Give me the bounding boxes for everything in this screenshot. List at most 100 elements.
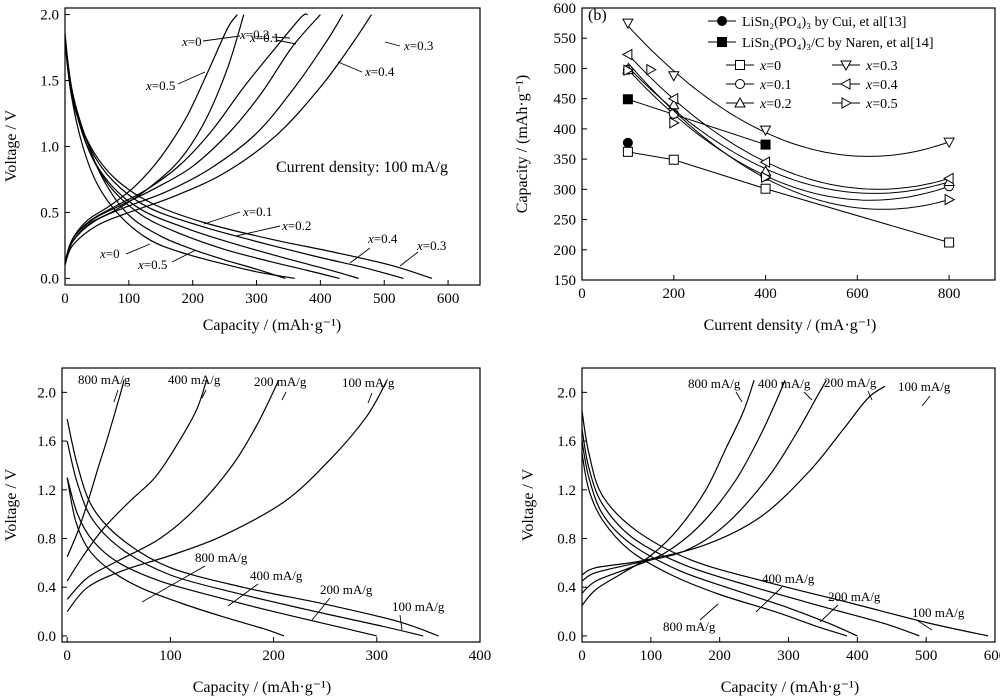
data-point-x-0-3	[943, 137, 955, 149]
rate-label: 100 mA/g	[898, 379, 951, 394]
panel-d-rate-voltage-profiles: 0 100 200 300 400 500 600 0.0 0.4 0.8 1.2 1.6 2.0 Cap…	[520, 367, 1000, 696]
y-tick-label: 0.5	[40, 205, 59, 221]
legend-marker	[841, 97, 853, 109]
y-tick-label: 0.8	[557, 531, 576, 547]
x-tick-label: 0	[578, 286, 586, 302]
legend-marker	[717, 37, 727, 47]
curve-discharge-800-mA-g	[66, 477, 285, 637]
panel-b-rate-capability: 0 200 400 600 800 150 200 250 300 350 400 450 500 550…	[514, 1, 996, 334]
y-axis-label: Capacity / (mAh·g⁻¹)	[514, 75, 531, 214]
y-axis-label: Voltage / V	[3, 109, 20, 182]
curve-discharge-400-mA-g	[66, 477, 377, 637]
leader-line	[803, 391, 813, 401]
curve-charge-400-mA-g	[581, 379, 786, 594]
curve-charge-100-mA-g	[66, 379, 388, 612]
curve-charge-400-mA-g	[66, 380, 208, 582]
y-tick-label: 1.0	[40, 140, 59, 156]
plot-frame	[581, 7, 996, 281]
data-point-x-0	[622, 146, 633, 157]
leader-line	[755, 586, 783, 613]
rate-label: 800 mA/g	[663, 619, 716, 634]
leader-line	[699, 603, 719, 621]
legend-label: x=0.4	[865, 78, 898, 93]
curve-charge-200-mA-g	[581, 379, 827, 582]
y-tick-label: 500	[554, 61, 577, 77]
series-label-charge: x=0.4	[364, 64, 395, 79]
data-point-x-0-4	[621, 48, 633, 61]
y-tick-label: 1.6	[557, 434, 576, 450]
leader-line	[367, 392, 373, 404]
leader-line	[349, 247, 371, 264]
fit-curve-x-0-2	[627, 66, 950, 194]
curve-discharge-x-0	[64, 34, 286, 279]
y-tick-label: 0.0	[40, 271, 59, 287]
leader-line	[337, 61, 363, 73]
data-point-x-0	[668, 154, 679, 165]
x-tick-label: 200	[181, 291, 204, 307]
legend-marker	[839, 78, 851, 90]
legend-label: x=0.5	[865, 97, 898, 112]
fit-line-LiSn-PO-C-by-Naren-et-al-14-	[627, 98, 766, 146]
x-tick-label: 100	[640, 648, 663, 664]
data-point-x-0-4	[667, 92, 679, 105]
legend-marker	[717, 16, 727, 26]
y-tick-label: 1.6	[37, 434, 56, 450]
rate-label: 800 mA/g	[78, 372, 131, 387]
rate-label: 400 mA/g	[758, 376, 811, 391]
y-tick-label: 450	[554, 92, 577, 108]
data-point-LiSn-PO-by-Cui-et-al-13-	[622, 137, 633, 148]
data-point-x-0	[944, 237, 955, 248]
curve-discharge-800-mA-g	[581, 453, 848, 637]
leader-line	[227, 583, 259, 607]
series-label-charge: x=0.1	[249, 30, 279, 45]
legend-label: LiSn₂(PO₄)₃/C by Naren, et al[14]	[742, 36, 934, 51]
leader-line	[202, 35, 241, 42]
x-tick-label: 400	[754, 286, 777, 302]
data-point-LiSn-PO-C-by-Naren-et-al-14-	[760, 139, 771, 150]
rate-label: 100 mA/g	[912, 605, 965, 620]
x-tick-label: 600	[846, 286, 869, 302]
data-point-x-0	[760, 183, 771, 194]
curve-discharge-400-mA-g	[581, 440, 858, 637]
curve-charge-800-mA-g	[66, 380, 125, 558]
x-tick-label: 0	[61, 291, 69, 307]
series-label-charge: x=0	[181, 34, 202, 49]
x-tick-label: 600	[984, 648, 1000, 664]
y-tick-label: 300	[554, 182, 577, 198]
leader-line	[235, 225, 281, 237]
y-tick-label: 0.0	[37, 629, 56, 645]
leader-line	[281, 391, 287, 401]
rate-label: 800 mA/g	[195, 550, 248, 565]
x-tick-label: 800	[938, 286, 961, 302]
curve-charge-x-0-5	[64, 14, 238, 263]
x-tick-label: 400	[309, 291, 332, 307]
curve-charge-100-mA-g	[581, 385, 886, 576]
legend-label: x=0.2	[759, 97, 792, 112]
series-label-charge: x=0.2	[239, 27, 269, 42]
y-tick-label: 550	[554, 31, 577, 47]
data-point-x-0-3	[622, 18, 634, 30]
data-point-x-0-5	[669, 116, 680, 129]
curve-discharge-200-mA-g	[581, 428, 920, 637]
y-tick-label: 0.4	[37, 580, 56, 596]
panel-c-rate-voltage-profiles: 0 100 200 300 400 0.0 0.4 0.8 1.2 1.6 2.0 Capacity …	[3, 367, 491, 696]
series-label-charge: x=0.5	[145, 78, 175, 93]
data-point-x-0-5	[944, 193, 956, 206]
leader-line	[201, 389, 207, 399]
leader-line	[819, 604, 839, 623]
data-point-x-0-3	[667, 71, 680, 82]
rate-label: 100 mA/g	[392, 599, 445, 614]
y-tick-label: 1.2	[557, 483, 576, 499]
y-tick-label: 600	[554, 1, 577, 17]
x-tick-label: 300	[777, 648, 800, 664]
data-point-LiSn-PO-C-by-Naren-et-al-14-	[622, 94, 633, 105]
x-tick-label: 0	[63, 648, 71, 664]
panel-label: (b)	[588, 7, 607, 24]
leader-line	[113, 389, 119, 403]
y-tick-label: 400	[554, 122, 577, 138]
legend-label: LiSn₂(PO₄)₃ by Cui, et al[13]	[742, 15, 906, 30]
x-tick-label: 200	[262, 648, 285, 664]
y-tick-label: 150	[554, 273, 577, 289]
series-label-charge: x=0.3	[403, 38, 433, 53]
